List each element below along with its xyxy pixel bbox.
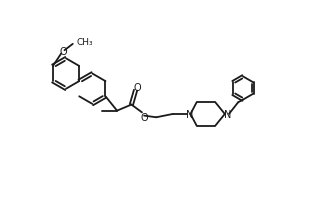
Text: N: N (224, 109, 231, 119)
Text: O: O (141, 113, 148, 123)
Text: N: N (186, 109, 193, 119)
Text: O: O (59, 47, 67, 57)
Text: CH₃: CH₃ (76, 38, 93, 47)
Text: O: O (133, 83, 141, 92)
